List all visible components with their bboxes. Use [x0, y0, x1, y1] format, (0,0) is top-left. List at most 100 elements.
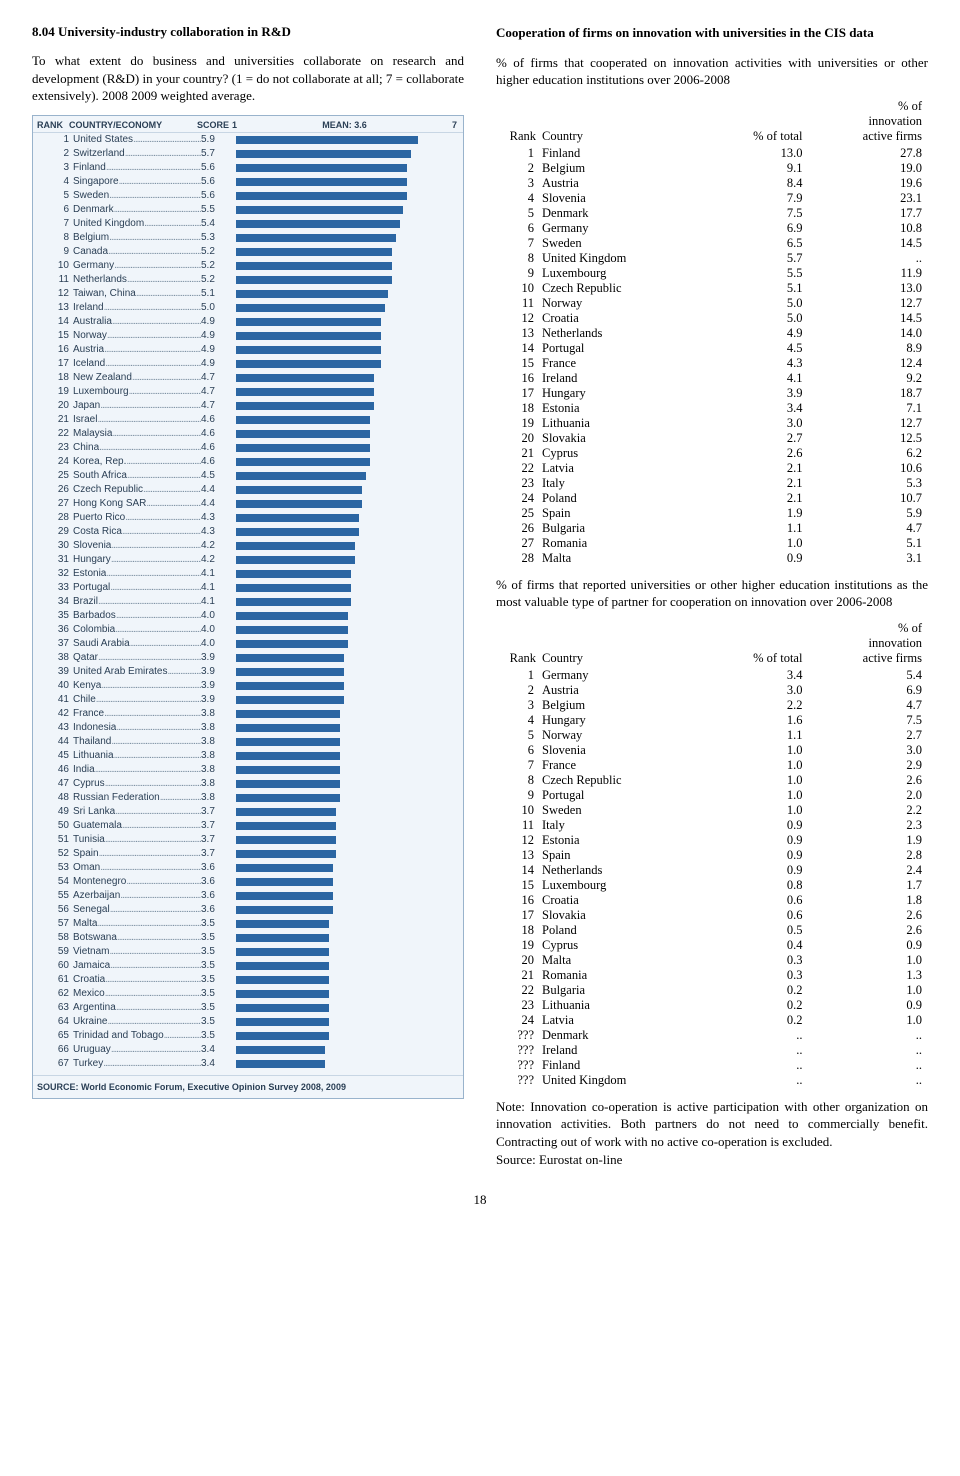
cell-total: .. [707, 1028, 808, 1043]
cell-active: 12.4 [808, 356, 928, 371]
table-row: 21Romania0.31.3 [496, 968, 928, 983]
chart-row-country: Hungary [73, 554, 201, 565]
cell-total: 1.0 [707, 743, 808, 758]
chart-row-rank: 57 [37, 918, 73, 929]
chart-row-bar-track [236, 373, 459, 383]
cell-total: 0.9 [707, 848, 808, 863]
chart-row-country: Kenya [73, 680, 201, 691]
chart-row-rank: 48 [37, 792, 73, 803]
cell-rank: 1 [496, 668, 542, 683]
chart-row: 3Finland5.6 [33, 161, 463, 175]
chart-row-score: 3.6 [201, 862, 236, 873]
cell-country: Romania [542, 536, 707, 551]
chart-row-rank: 41 [37, 694, 73, 705]
chart-row-bar [236, 514, 359, 522]
chart-row-rank: 14 [37, 316, 73, 327]
cell-rank: ??? [496, 1073, 542, 1088]
chart-row: 19Luxembourg4.7 [33, 385, 463, 399]
chart-row-score: 3.8 [201, 750, 236, 761]
chart-row-country: Trinidad and Tobago [73, 1030, 201, 1041]
th-active: % of innovation active firms [808, 621, 928, 668]
cell-country: Romania [542, 968, 707, 983]
cell-country: Estonia [542, 833, 707, 848]
chart-row-rank: 7 [37, 218, 73, 229]
chart-row-bar [236, 640, 348, 648]
chart-row-country: Botswana [73, 932, 201, 943]
chart-row-rank: 39 [37, 666, 73, 677]
table-row: 10Sweden1.02.2 [496, 803, 928, 818]
chart-row-bar [236, 360, 381, 368]
chart-row-bar-track [236, 919, 459, 929]
cell-rank: 14 [496, 341, 542, 356]
chart-row-score: 3.8 [201, 778, 236, 789]
chart-row-bar [236, 458, 370, 466]
cell-country: Latvia [542, 461, 707, 476]
chart-row-score: 3.5 [201, 974, 236, 985]
chart-row-country: New Zealand [73, 372, 201, 383]
cell-active: 1.3 [808, 968, 928, 983]
chart-source-label: SOURCE: [37, 1082, 79, 1092]
chart-row-rank: 54 [37, 876, 73, 887]
cell-rank: 4 [496, 191, 542, 206]
chart-row-bar-track [236, 275, 459, 285]
cell-rank: 19 [496, 938, 542, 953]
cell-active: 10.6 [808, 461, 928, 476]
table-row: 6Germany6.910.8 [496, 221, 928, 236]
chart-row-country: Canada [73, 246, 201, 257]
chart-row-rank: 8 [37, 232, 73, 243]
cell-country: Hungary [542, 386, 707, 401]
chart-row-bar [236, 402, 374, 410]
chart-row-country: Luxembourg [73, 386, 201, 397]
chart-row-rank: 43 [37, 722, 73, 733]
cell-rank: 11 [496, 296, 542, 311]
chart-row: 67Turkey3.4 [33, 1057, 463, 1071]
cell-active: 7.1 [808, 401, 928, 416]
chart-row-rank: 62 [37, 988, 73, 999]
table-row: 26Bulgaria1.14.7 [496, 521, 928, 536]
chart-row-score: 3.8 [201, 764, 236, 775]
chart-row-country: United Kingdom [73, 218, 201, 229]
chart-row-score: 5.1 [201, 288, 236, 299]
chart-row-rank: 60 [37, 960, 73, 971]
chart-row-bar [236, 500, 362, 508]
chart-row-rank: 46 [37, 764, 73, 775]
table-row: 23Italy2.15.3 [496, 476, 928, 491]
chart-row-bar-track [236, 261, 459, 271]
chart-row-score: 3.8 [201, 736, 236, 747]
chart-row-rank: 52 [37, 848, 73, 859]
chart-row-country: United Arab Emirates [73, 666, 201, 677]
chart-row-bar [236, 1032, 329, 1040]
cell-active: 14.5 [808, 236, 928, 251]
chart-row-bar-track [236, 135, 459, 145]
table-row: 11Italy0.92.3 [496, 818, 928, 833]
chart-row-bar-track [236, 723, 459, 733]
cell-total: 5.0 [707, 296, 808, 311]
cell-active: 5.9 [808, 506, 928, 521]
chart-row-bar-track [236, 681, 459, 691]
cell-rank: 10 [496, 803, 542, 818]
cell-active: 5.4 [808, 668, 928, 683]
chart-row-bar-track [236, 821, 459, 831]
table-row: 18Poland0.52.6 [496, 923, 928, 938]
cell-country: Portugal [542, 788, 707, 803]
chart-row: 48Russian Federation3.8 [33, 791, 463, 805]
chart-row-bar-track [236, 793, 459, 803]
chart-row-bar [236, 1046, 325, 1054]
chart-row-bar-track [236, 471, 459, 481]
chart-row-rank: 63 [37, 1002, 73, 1013]
cell-rank: 19 [496, 416, 542, 431]
cell-total: 0.3 [707, 968, 808, 983]
cell-country: Slovenia [542, 743, 707, 758]
chart-row-score: 3.4 [201, 1058, 236, 1069]
chart-row-country: Colombia [73, 624, 201, 635]
chart-scale-mean: MEAN: 3.6 [322, 120, 367, 130]
th-active: % of innovation active firms [808, 99, 928, 146]
cell-country: Lithuania [542, 416, 707, 431]
table-row: 17Slovakia0.62.6 [496, 908, 928, 923]
chart-row: 37Saudi Arabia4.0 [33, 637, 463, 651]
cell-rank: ??? [496, 1058, 542, 1073]
chart-row-score: 5.9 [201, 134, 236, 145]
chart-row-bar-track [236, 331, 459, 341]
chart-row: 25South Africa4.5 [33, 469, 463, 483]
chart-row-country: Netherlands [73, 274, 201, 285]
